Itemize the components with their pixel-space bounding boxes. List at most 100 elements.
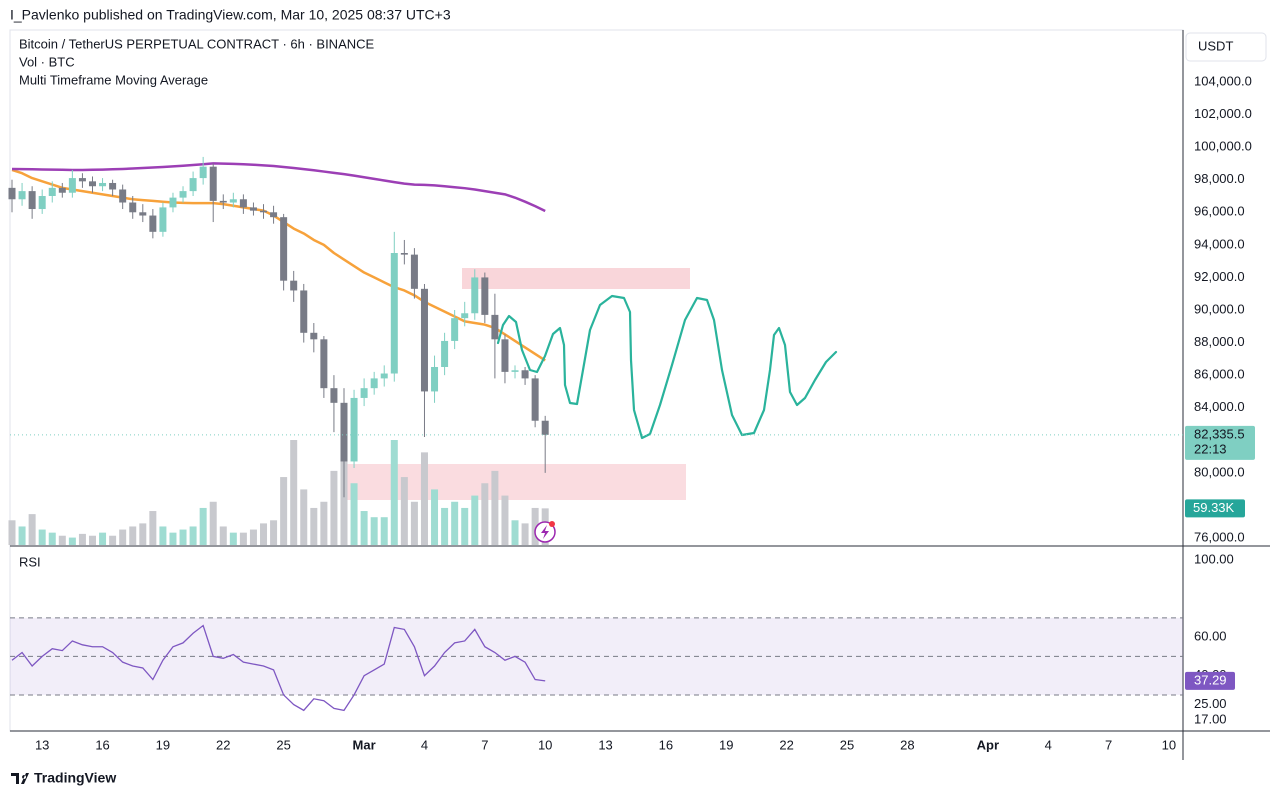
currency-box[interactable] xyxy=(1185,32,1267,62)
candle-body xyxy=(58,187,66,193)
y-tick-label: 80,000.0 xyxy=(1194,464,1245,479)
rsi-last-box xyxy=(1185,671,1235,690)
volume-bar xyxy=(270,520,278,545)
volume-bar xyxy=(78,533,86,545)
candle-body xyxy=(310,332,318,340)
volume-bar xyxy=(58,535,66,545)
y-tick-label: 90,000.0 xyxy=(1194,301,1245,316)
y-tick-label: 92,000.0 xyxy=(1194,269,1245,284)
candle-body xyxy=(48,187,56,196)
candle-body xyxy=(420,288,428,392)
candle-body xyxy=(229,199,237,203)
rsi-title: RSI xyxy=(19,554,41,569)
candle-body xyxy=(270,212,278,218)
volume-bar xyxy=(88,535,96,545)
x-tick-label: 7 xyxy=(481,737,488,752)
volume-bar xyxy=(149,511,157,545)
volume-bar xyxy=(28,514,36,545)
moving-average xyxy=(11,168,546,362)
moving-average xyxy=(11,162,546,213)
volume-bar xyxy=(8,520,16,545)
volume-bar xyxy=(511,520,519,545)
alert-dot xyxy=(549,521,555,527)
volume-bar xyxy=(420,452,428,545)
volume-bar xyxy=(48,532,56,545)
y-tick-label: 86,000.0 xyxy=(1194,367,1245,382)
rsi-tick-label: 17.00 xyxy=(1194,711,1227,726)
volume-bar xyxy=(360,511,368,545)
candle-body xyxy=(179,191,187,198)
candle-body xyxy=(8,187,16,200)
volume-bar xyxy=(109,535,117,545)
candle-body xyxy=(129,202,137,213)
x-tick-label: 22 xyxy=(216,737,230,752)
y-tick-label: 88,000.0 xyxy=(1194,334,1245,349)
volume-bar xyxy=(501,495,509,545)
candle-body xyxy=(431,367,439,392)
volume-bar xyxy=(491,470,499,545)
candle-body xyxy=(491,314,499,340)
candle-body xyxy=(340,402,348,462)
candle-body xyxy=(149,215,157,232)
candle-body xyxy=(481,277,489,315)
candle-body xyxy=(28,191,36,210)
candle-body xyxy=(300,290,308,333)
volume-bar xyxy=(481,483,489,545)
volume-bar xyxy=(119,529,127,545)
x-tick-label: 13 xyxy=(35,737,49,752)
y-tick-label: 94,000.0 xyxy=(1194,236,1245,251)
y-tick-label: 76,000.0 xyxy=(1194,529,1245,544)
y-tick-label: 96,000.0 xyxy=(1194,204,1245,219)
candle-body xyxy=(139,212,147,216)
candle-body xyxy=(78,178,86,182)
candle-body xyxy=(511,370,519,372)
candle-body xyxy=(410,254,418,289)
publisher-line: I_Pavlenko published on TradingView.com,… xyxy=(10,7,451,23)
candle-body xyxy=(209,166,217,201)
volume-bar xyxy=(471,495,479,545)
x-tick-label: 4 xyxy=(421,737,428,752)
y-tick-label: 102,000.0 xyxy=(1194,106,1252,121)
volume-bar xyxy=(139,523,147,545)
x-tick-label: 19 xyxy=(156,737,170,752)
candle-body xyxy=(330,388,338,403)
volume-bar xyxy=(431,489,439,545)
volume-bar xyxy=(169,532,177,545)
x-tick-label: 22 xyxy=(779,737,793,752)
x-tick-label: 13 xyxy=(598,737,612,752)
volume-bar xyxy=(330,470,338,545)
last-volume-box xyxy=(1185,499,1245,518)
volume-bar xyxy=(320,501,328,545)
candle-body xyxy=(38,196,46,210)
volume-bar xyxy=(189,526,197,545)
candle-body xyxy=(68,178,76,193)
chart-title: Bitcoin / TetherUS PERPETUAL CONTRACT · … xyxy=(19,36,375,51)
x-tick-label: 7 xyxy=(1105,737,1112,752)
candle-body xyxy=(189,178,197,192)
candle-body xyxy=(390,253,398,374)
candle-body xyxy=(239,199,247,208)
currency-label[interactable]: USDT xyxy=(1198,38,1233,53)
volume-bar xyxy=(521,523,529,545)
x-tick-label: 16 xyxy=(659,737,673,752)
volume-bar xyxy=(18,526,26,545)
volume-bar xyxy=(531,507,539,545)
candle-body xyxy=(531,378,539,421)
y-tick-label: 84,000.0 xyxy=(1194,399,1245,414)
x-tick-label: 25 xyxy=(840,737,854,752)
candle-body xyxy=(99,182,107,187)
candle-body xyxy=(400,253,408,255)
rsi-tick-label: 100.00 xyxy=(1194,551,1234,566)
candle-body xyxy=(219,200,227,203)
candle-body xyxy=(169,197,177,208)
volume-bar xyxy=(38,529,46,545)
countdown-label: 22:13 xyxy=(1194,441,1227,456)
x-tick-label: 16 xyxy=(95,737,109,752)
x-tick-label: 4 xyxy=(1045,737,1052,752)
candle-body xyxy=(471,277,479,314)
candle-body xyxy=(18,191,26,200)
volume-bar xyxy=(410,501,418,545)
x-tick-label: 25 xyxy=(276,737,290,752)
candle-body xyxy=(109,182,117,190)
candle-body xyxy=(360,388,368,398)
